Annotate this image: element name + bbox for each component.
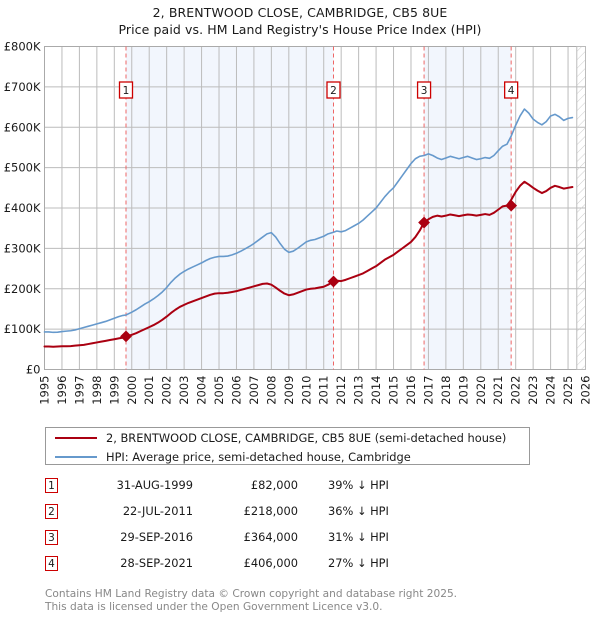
sale-badge-label-4: 4 (508, 85, 515, 97)
txn-date: 22-JUL-2011 (122, 504, 193, 518)
y-tick-label-5: £500K (4, 161, 41, 175)
x-tick-label-2025: 2025 (561, 376, 575, 405)
series-line-1 (43, 108, 574, 334)
chart-plot-area: £0 £100K £200K £300K £400K £500K £600K £700K £80… (4, 40, 593, 405)
page-subtitle: Price paid vs. HM Land Registry's House … (118, 22, 482, 37)
x-tick-label-2008: 2008 (264, 376, 278, 405)
x-tick-label-1998: 1998 (90, 376, 104, 405)
table-row[interactable]: 3 29-SEP-2016 £364,000 31% ↓ HPI (45, 524, 475, 550)
txn-price: £82,000 (250, 478, 298, 492)
legend-item-0: 2, BRENTWOOD CLOSE, CAMBRIDGE, CB5 8UE (… (46, 429, 529, 447)
txn-hpi-delta: 31% ↓ HPI (328, 530, 389, 544)
txn-hpi-delta: 36% ↓ HPI (328, 504, 389, 518)
sale-marker-3[interactable] (418, 216, 430, 229)
x-tick-label-1995: 1995 (38, 376, 52, 405)
x-tick-label-2016: 2016 (404, 376, 418, 405)
sale-number-badges: 1 2 3 4 (118, 81, 519, 99)
x-tick-label-2002: 2002 (160, 376, 174, 405)
legend-label-1: HPI: Average price, semi-detached house,… (106, 450, 411, 464)
txn-date: 29-SEP-2016 (120, 530, 193, 544)
x-tick-label-2010: 2010 (299, 376, 313, 405)
chart-series-lines (43, 108, 574, 348)
x-tick-label-1997: 1997 (72, 376, 86, 405)
sale-badge-box-2[interactable] (326, 81, 341, 99)
sale-badge-label-1: 1 (123, 85, 130, 97)
series-line-0 (43, 180, 574, 348)
sale-marker-4[interactable] (505, 199, 518, 212)
x-tick-label-2005: 2005 (212, 376, 226, 405)
sale-badge-box-3[interactable] (416, 81, 432, 99)
txn-index-badge: 3 (45, 529, 58, 545)
x-tick-label-2014: 2014 (369, 376, 383, 405)
x-tick-label-2000: 2000 (125, 376, 139, 405)
chart-title-block: 2, BRENTWOOD CLOSE, CAMBRIDGE, CB5 8UE P… (0, 4, 600, 38)
x-tick-label-2018: 2018 (439, 376, 453, 405)
x-tick-label-1999: 1999 (107, 376, 121, 405)
y-tick-label-3: £300K (4, 241, 41, 255)
y-tick-label-6: £600K (4, 120, 41, 134)
table-row[interactable]: 1 31-AUG-1999 £82,000 39% ↓ HPI (45, 472, 475, 498)
x-tick-label-2003: 2003 (177, 376, 191, 405)
x-tick-label-2001: 2001 (142, 376, 156, 405)
sale-badge-label-3: 3 (421, 85, 428, 97)
footer-line-1: Contains HM Land Registry data © Crown c… (45, 588, 458, 600)
no-data-hatch (576, 46, 586, 370)
legend-item-1: HPI: Average price, semi-detached house,… (46, 448, 529, 466)
x-tick-label-2023: 2023 (526, 376, 540, 405)
sale-badge-box-1[interactable] (118, 81, 134, 99)
y-axis-labels: £0 £100K £200K £300K £400K £500K £600K £700K £80… (4, 40, 41, 377)
legend-swatch-1 (55, 456, 97, 458)
x-tick-label-2015: 2015 (387, 376, 401, 405)
chart-svg: £0 £100K £200K £300K £400K £500K £600K £700K £80… (4, 40, 593, 405)
no-data-region (576, 46, 586, 370)
txn-index-badge: 4 (45, 555, 58, 571)
x-tick-label-1996: 1996 (55, 376, 69, 405)
y-tick-label-7: £700K (4, 80, 41, 94)
x-tick-label-2024: 2024 (544, 376, 558, 405)
x-tick-label-2007: 2007 (247, 376, 261, 405)
sale-point-markers (120, 199, 518, 343)
y-tick-label-1: £100K (4, 322, 41, 336)
x-tick-label-2009: 2009 (282, 376, 296, 405)
sale-marker-1[interactable] (120, 330, 132, 343)
x-tick-label-2013: 2013 (352, 376, 366, 405)
txn-price: £364,000 (243, 530, 298, 544)
txn-hpi-delta: 27% ↓ HPI (328, 556, 389, 570)
x-tick-label-2021: 2021 (491, 376, 505, 405)
legend-label-0: 2, BRENTWOOD CLOSE, CAMBRIDGE, CB5 8UE (… (106, 431, 507, 445)
sale-marker-2[interactable] (327, 275, 340, 288)
sale-badge-label-2: 2 (330, 85, 337, 97)
legend-swatch-0 (55, 437, 97, 439)
y-tick-label-0: £0 (26, 363, 41, 377)
x-tick-label-2004: 2004 (195, 376, 209, 405)
y-tick-label-4: £400K (4, 201, 41, 215)
y-tick-label-2: £200K (4, 282, 41, 296)
footer-attribution: Contains HM Land Registry data © Crown c… (45, 588, 565, 613)
page-title: 2, BRENTWOOD CLOSE, CAMBRIDGE, CB5 8UE (152, 5, 448, 20)
x-tick-label-2011: 2011 (317, 376, 331, 405)
transactions-table: 1 31-AUG-1999 £82,000 39% ↓ HPI 2 22-JUL-2011… (45, 472, 475, 576)
x-axis-labels: 1995 1996 1997 1998 1999 2000 2001 2002 2003 2004… (38, 376, 593, 405)
y-tick-label-8: £800K (4, 40, 41, 54)
sale-badge-box-4[interactable] (504, 81, 519, 99)
txn-index-badge: 1 (45, 477, 58, 493)
txn-price: £218,000 (243, 504, 298, 518)
x-tick-label-2022: 2022 (509, 376, 523, 405)
x-tick-label-2006: 2006 (230, 376, 244, 405)
txn-price: £406,000 (243, 556, 298, 570)
table-row[interactable]: 4 28-SEP-2021 £406,000 27% ↓ HPI (45, 550, 475, 576)
table-row[interactable]: 2 22-JUL-2011 £218,000 36% ↓ HPI (45, 498, 475, 524)
txn-index-badge: 2 (45, 503, 58, 519)
footer-line-2: This data is licensed under the Open Gov… (45, 600, 383, 613)
x-tick-label-2020: 2020 (474, 376, 488, 405)
x-tick-label-2019: 2019 (456, 376, 470, 405)
txn-date: 31-AUG-1999 (116, 478, 193, 492)
x-tick-label-2026: 2026 (579, 376, 593, 405)
txn-date: 28-SEP-2021 (120, 556, 193, 570)
x-tick-label-2012: 2012 (334, 376, 348, 405)
x-tick-label-2017: 2017 (421, 376, 435, 405)
txn-hpi-delta: 39% ↓ HPI (328, 478, 389, 492)
chart-legend: 2, BRENTWOOD CLOSE, CAMBRIDGE, CB5 8UE (… (45, 427, 530, 465)
